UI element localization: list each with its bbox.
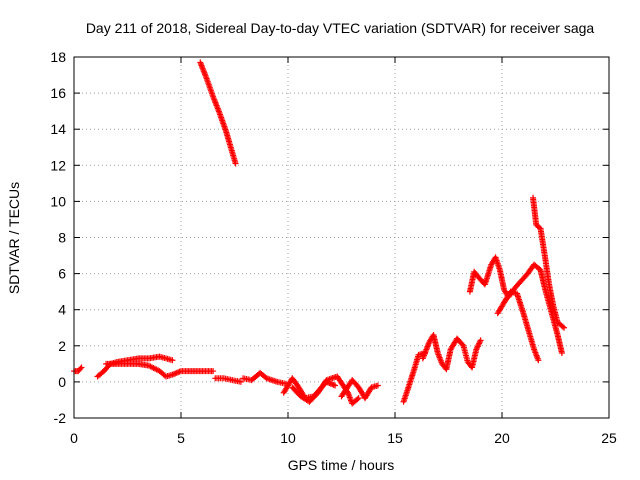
series-sat-f (240, 369, 289, 387)
series-sat-h (289, 373, 362, 407)
series-sat-m (494, 288, 542, 364)
data-point (374, 382, 381, 389)
data-point (169, 357, 176, 364)
data-point (561, 324, 568, 331)
y-tick-label: 12 (50, 157, 66, 173)
chart-title: Day 211 of 2018, Sidereal Day-to-day VTE… (86, 20, 595, 36)
data-point (77, 365, 84, 372)
x-tick-label: 15 (387, 430, 403, 446)
data-point (559, 323, 566, 330)
data-point (354, 396, 361, 403)
y-tick-label: 10 (50, 193, 66, 209)
series-sat-l (466, 254, 565, 357)
data-point (535, 357, 542, 364)
series-sat-a (71, 364, 85, 375)
series-sat-c (103, 360, 217, 380)
y-tick-label: 2 (58, 338, 66, 354)
y-tick-label: 6 (58, 266, 66, 282)
y-tick-label: 16 (50, 85, 66, 101)
data-point (78, 364, 85, 371)
y-tick-label: 0 (58, 374, 66, 390)
y-tick-label: 18 (50, 49, 66, 65)
data-point (237, 378, 244, 385)
data-point (355, 395, 362, 402)
x-tick-label: 20 (494, 430, 510, 446)
x-tick-label: 25 (601, 430, 617, 446)
x-tick-label: 0 (70, 430, 78, 446)
data-point (477, 337, 484, 344)
data-point (558, 350, 565, 357)
y-tick-label: 8 (58, 230, 66, 246)
series-sat-k (419, 331, 484, 373)
y-tick-label: 14 (50, 121, 66, 137)
series-sat-e (212, 375, 244, 385)
x-tick-label: 5 (177, 430, 185, 446)
y-axis-label: SDTVAR / TECUs (6, 182, 22, 294)
y-tick-label: 4 (58, 302, 66, 318)
series-sat-d (197, 59, 239, 167)
x-axis-label: GPS time / hours (288, 457, 395, 473)
data-point (332, 382, 339, 389)
x-tick-label: 10 (280, 430, 296, 446)
grid-lines (74, 57, 609, 418)
series-sat-i (338, 377, 381, 402)
data-point (210, 368, 217, 375)
data-points (71, 59, 568, 407)
y-tick-label: -2 (54, 410, 67, 426)
data-point (232, 160, 239, 167)
series-sat-n (530, 194, 568, 331)
series-sat-b (94, 353, 176, 380)
